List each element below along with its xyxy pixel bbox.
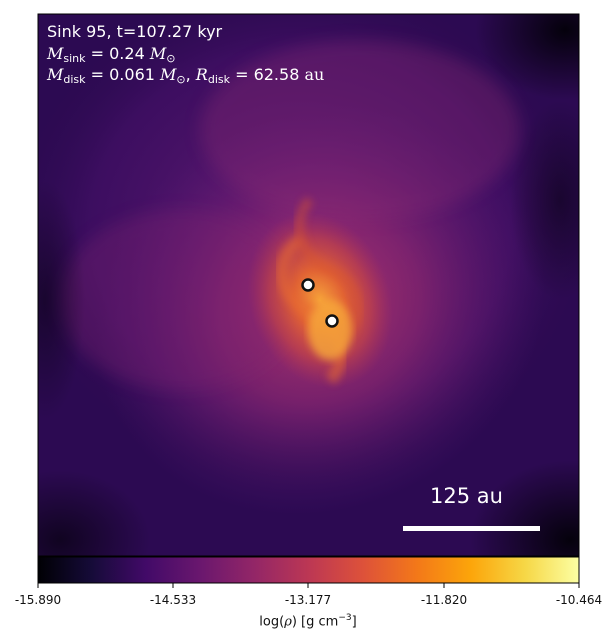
colorbar-tick-label: -15.890 xyxy=(14,593,62,607)
disk-properties-label: Mdisk = 0.061 M⊙, Rdisk = 62.58 au xyxy=(47,65,325,86)
colorbar-tick-label: -14.533 xyxy=(149,593,197,607)
colorbar-tick-label: -13.177 xyxy=(284,593,332,607)
colorbar xyxy=(37,556,580,584)
scale-bar-label: 125 au xyxy=(430,484,503,508)
sink-title: Sink 95, t=107.27 kyr xyxy=(47,22,223,41)
sink-marker xyxy=(325,314,339,328)
sink-marker xyxy=(301,278,315,292)
sink-mass-label: Msink = 0.24 M⊙ xyxy=(47,44,176,65)
colorbar-tick-label: -11.820 xyxy=(420,593,468,607)
colorbar-label: log(ρ) [g cm−3] xyxy=(259,613,357,630)
density-map xyxy=(38,14,579,556)
scale-bar xyxy=(403,526,540,531)
colorbar-tick-label: -10.464 xyxy=(555,593,603,607)
